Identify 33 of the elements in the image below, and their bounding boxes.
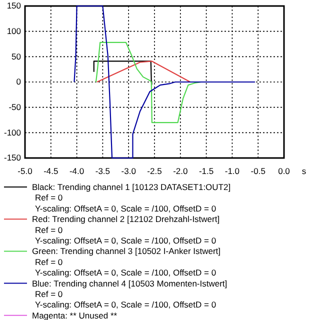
legend-label: Magenta: ** Unused **	[32, 310, 118, 320]
x-tick-label: -2.5	[147, 166, 162, 176]
text: Ref = 0	[35, 256, 63, 267]
y-tick-label: -150	[4, 152, 22, 163]
legend-label: Red: Trending channel 2 [12102 Drehzahl-Istwert]	[32, 214, 220, 224]
legend-label: Green: Trending channel 3 [10502 I-Anker Istwert]	[32, 246, 221, 256]
x-tick-label: -5.0	[18, 166, 33, 176]
legend-label: Blue: Trending channel 4 [10503 Momenten-Istwert]	[32, 278, 228, 288]
text: Y-scaling: OffsetA = 0, Scale = /100, OffsetD = 0	[35, 236, 216, 246]
y-tick-label: -50	[8, 102, 22, 112]
x-tick-label: -0.5	[250, 166, 266, 176]
text: Y-scaling: OffsetA = 0, Scale = /100, OffsetD = 0	[35, 203, 216, 214]
x-tick-label: -2.0	[173, 166, 188, 176]
x-tick-label: -4.5	[44, 166, 58, 176]
legend-label: Black: Trending channel 1 [10123 DATASET1:OUT2]	[32, 182, 231, 192]
x-tick-label: -4.0	[69, 166, 84, 176]
x-axis-title: s	[302, 166, 306, 176]
text: Ref = 0	[35, 289, 63, 299]
x-tick-label: -3.0	[121, 166, 136, 176]
x-tick-label: 0.0	[278, 166, 290, 176]
x-tick-label: -1.0	[224, 166, 240, 176]
line-series	[74, 5, 256, 159]
y-tick-label: -100	[4, 127, 22, 138]
y-tick-label: 0	[16, 76, 22, 87]
text: Y-scaling: OffsetA = 0, Scale = /100, OffsetD = 0	[35, 300, 216, 310]
text: Ref = 0	[35, 224, 63, 235]
y-tick-label: 50	[12, 51, 22, 62]
y-tick-label: 100	[6, 26, 22, 36]
text: Ref = 0	[35, 192, 63, 203]
text: Y-scaling: OffsetA = 0, Scale = /100, OffsetD = 0	[35, 268, 216, 278]
x-tick-label: -1.5	[198, 166, 214, 176]
x-tick-label: -3.5	[95, 166, 110, 176]
y-tick-label: 150	[6, 0, 22, 11]
